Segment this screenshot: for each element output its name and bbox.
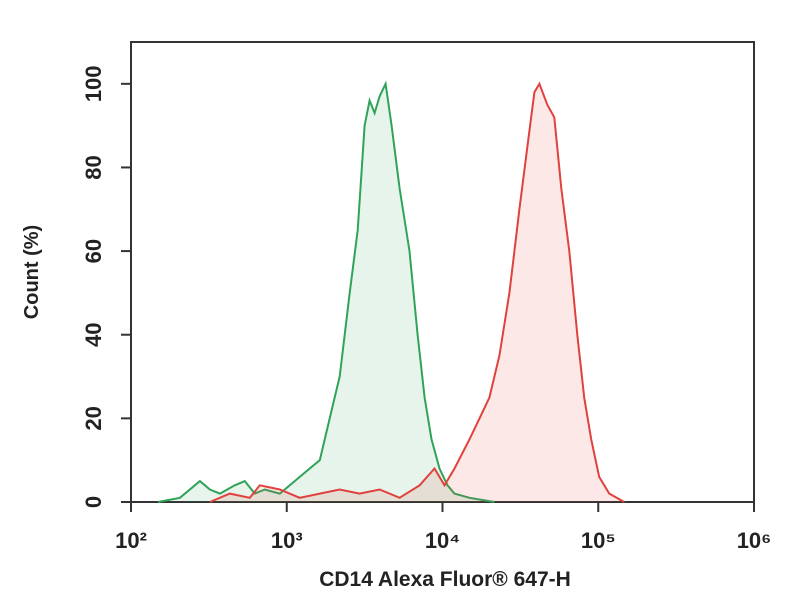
x-tick-label: 10³	[271, 528, 303, 553]
y-tick-label: 60	[81, 239, 106, 263]
histogram-area	[158, 83, 495, 503]
histogram-line	[157, 80, 495, 503]
y-tick-label: 0	[81, 496, 106, 508]
y-tick-label: 40	[81, 322, 106, 346]
y-tick-label: 20	[81, 406, 106, 430]
histogram-line	[209, 81, 625, 503]
plot-frame	[130, 41, 755, 503]
y-tick-label: 100	[81, 65, 106, 102]
x-tick-label: 10²	[115, 528, 147, 553]
y-axis-title: Count (%)	[21, 225, 43, 319]
histogram-area	[209, 83, 625, 503]
y-tick-label: 80	[81, 155, 106, 179]
x-tick-label: 10⁶	[737, 528, 772, 553]
x-axis-title: CD14 Alexa Fluor® 647-H	[319, 568, 571, 591]
x-tick-label: 10⁴	[425, 528, 460, 553]
x-tick-label: 10⁵	[581, 528, 616, 553]
